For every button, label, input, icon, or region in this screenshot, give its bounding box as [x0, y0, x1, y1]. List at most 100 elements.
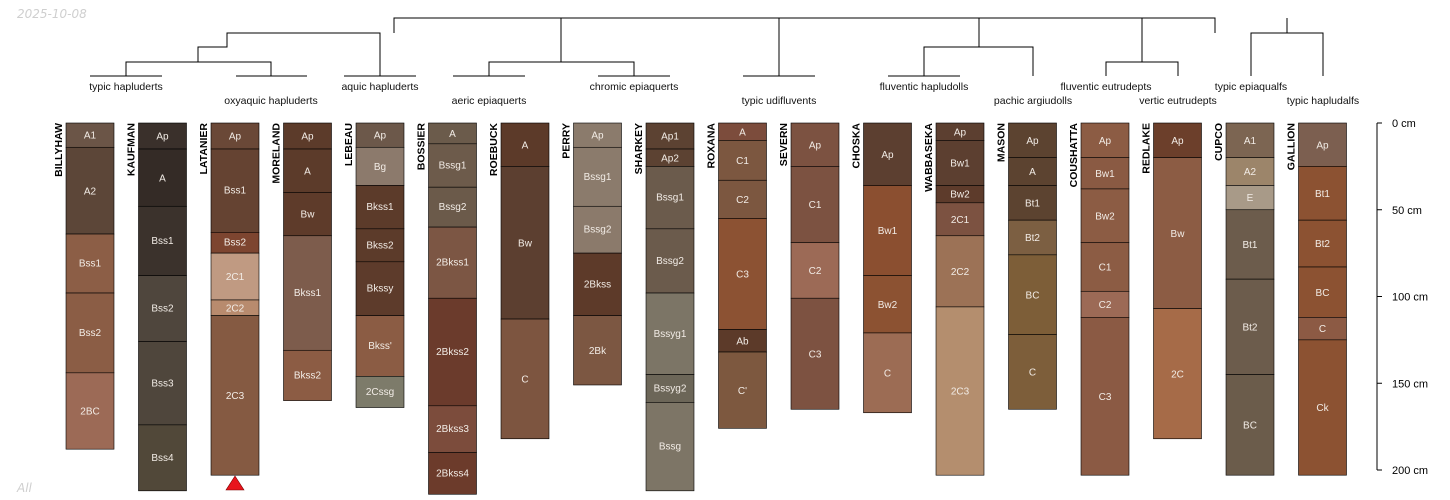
horizon-bss2: Bss2 [65, 292, 115, 374]
horizon-label: Bssg2 [656, 256, 684, 267]
horizon-rect [863, 185, 912, 276]
horizon-bw: Bw [283, 192, 332, 237]
horizon-rect [1008, 185, 1057, 221]
taxon-label-typic-udifluvents: typic udifluvents [742, 95, 817, 107]
horizon-ap1: Ap1 [645, 122, 695, 150]
horizon-label: C [1319, 324, 1326, 335]
profile-wabbaseka: WABBASEKA Ap Bw1 Bw2 2C1 2C2 2C3 [923, 123, 985, 476]
horizon-rect [355, 376, 405, 408]
profile-name: CUPCO [1213, 123, 1225, 161]
horizon-label: BC [1243, 420, 1257, 431]
profile-name: MASON [996, 123, 1008, 162]
horizon-2bk: 2Bk [573, 315, 622, 386]
horizon-a: A [428, 122, 477, 145]
horizon-label: Bw1 [878, 226, 898, 237]
horizon-bt2: Bt2 [1298, 219, 1347, 268]
horizon-rect [1008, 334, 1057, 410]
horizon-rect [1080, 242, 1130, 292]
horizon-ap: Ap [1080, 122, 1130, 159]
profile-roebuck: ROEBUCK A Bw C [488, 123, 550, 440]
horizon-label: BC [1026, 290, 1040, 301]
horizon-rect [1080, 188, 1130, 244]
profile-name: BOSSIER [416, 123, 428, 171]
profile-moreland: MORELAND Ap A Bw Bkss1 Bkss2 [271, 123, 332, 401]
horizon-label: 2Bk [589, 346, 607, 357]
horizon-label: Ap [954, 127, 967, 138]
horizon-bkss1: Bkss1 [355, 185, 405, 230]
horizon-ap: Ap [863, 122, 912, 186]
horizon-rect [1153, 157, 1202, 309]
profile-severn: SEVERN Ap C1 C2 C3 [778, 122, 840, 410]
taxon-label-oxyaquic-hapluderts: oxyaquic hapluderts [224, 95, 317, 107]
profile-name: KAUFMAN [126, 123, 138, 176]
horizon-bssg1: Bssg1 [573, 146, 622, 207]
horizon-label: Bkss2 [294, 370, 322, 381]
horizon-2bkss4: 2Bkss4 [428, 452, 477, 495]
profile-name: LEBEAU [343, 123, 355, 166]
horizon-label: A1 [1244, 136, 1257, 147]
horizon-ap: Ap [1153, 122, 1202, 159]
horizon-label: Bss1 [151, 236, 174, 247]
horizon-ck: Ck [1298, 339, 1347, 476]
profile-roxana: ROXANA A C1 C2 C3 Ab C' [706, 123, 767, 429]
horizon-label: C [1029, 368, 1036, 379]
horizon-rect [283, 349, 332, 401]
horizon-rect [1225, 209, 1275, 280]
horizon-bw: Bw [500, 166, 550, 320]
horizon-rect [355, 185, 405, 230]
horizon-label: Bss1 [79, 259, 102, 270]
horizon-2cssg: 2Cssg [355, 376, 405, 408]
profile-latanier: LATANIER Ap Bss1 Bss2 2C1 2C2 2C3 [198, 123, 260, 476]
horizon-label: Ap [1099, 136, 1112, 147]
horizon-rect [1225, 374, 1275, 476]
horizon-rect [500, 318, 550, 440]
horizon-label: A [522, 140, 529, 151]
horizon-label: Ap2 [661, 153, 679, 164]
horizon-bssg2: Bssg2 [428, 186, 477, 228]
profile-name: WABBASEKA [923, 123, 935, 192]
horizon-rect [1298, 219, 1347, 268]
profile-name: REDLAKE [1141, 123, 1153, 174]
taxon-label-chromic-epiaquerts: chromic epiaquerts [590, 81, 679, 93]
horizon-ap: Ap [1298, 122, 1347, 167]
horizon-label: A [304, 166, 311, 177]
horizon-rect [210, 252, 260, 301]
horizon-c: C [863, 332, 912, 414]
horizon-label: Bkss1 [294, 288, 322, 299]
horizon-a: A [1008, 157, 1057, 186]
horizon-a1: A1 [1225, 122, 1275, 159]
horizon-label: A2 [1244, 167, 1257, 178]
horizon-bkss2: Bkss2 [355, 228, 405, 263]
horizon-a2: A2 [1225, 157, 1275, 186]
horizon-rect [428, 226, 477, 299]
horizon-label: Ap1 [661, 132, 679, 143]
horizon-label: A1 [84, 131, 97, 142]
horizon-ap2: Ap2 [645, 148, 695, 167]
taxon-label-typic-hapluderts: typic hapluderts [89, 81, 163, 93]
horizon-label: Bss1 [224, 186, 247, 197]
profile-cupco: CUPCO A1 A2 E Bt1 Bt2 BC [1213, 122, 1275, 476]
horizon-label: 2Cssg [366, 387, 394, 398]
horizon-bssyg2: Bssyg2 [645, 374, 695, 403]
horizon-rect [210, 315, 260, 476]
horizon-rect [790, 122, 840, 167]
horizon-rect [718, 140, 767, 181]
horizon-label: Bw2 [878, 300, 898, 311]
horizon-rect [645, 402, 695, 492]
horizon-2bc: 2BC [65, 372, 115, 450]
horizon-label: Ap [156, 132, 169, 143]
taxon-label-pachic-argiudolls: pachic argiudolls [994, 95, 1072, 107]
taxon-label-fluventic-hapludolls: fluventic hapludolls [880, 81, 969, 93]
horizon-ap: Ap [138, 122, 187, 150]
profile-name: GALLION [1286, 123, 1298, 170]
horizon-label: 2C2 [226, 303, 245, 314]
horizon-bw2: Bw2 [1080, 188, 1130, 244]
horizon-c2: C2 [718, 179, 767, 219]
horizon-ap: Ap [1008, 122, 1057, 159]
horizon-rect [573, 315, 622, 386]
horizon-label: A [739, 127, 746, 138]
horizon-label: BC [1316, 288, 1330, 299]
horizon-ap: Ap [355, 122, 405, 148]
horizon-label: Ap [881, 150, 894, 161]
